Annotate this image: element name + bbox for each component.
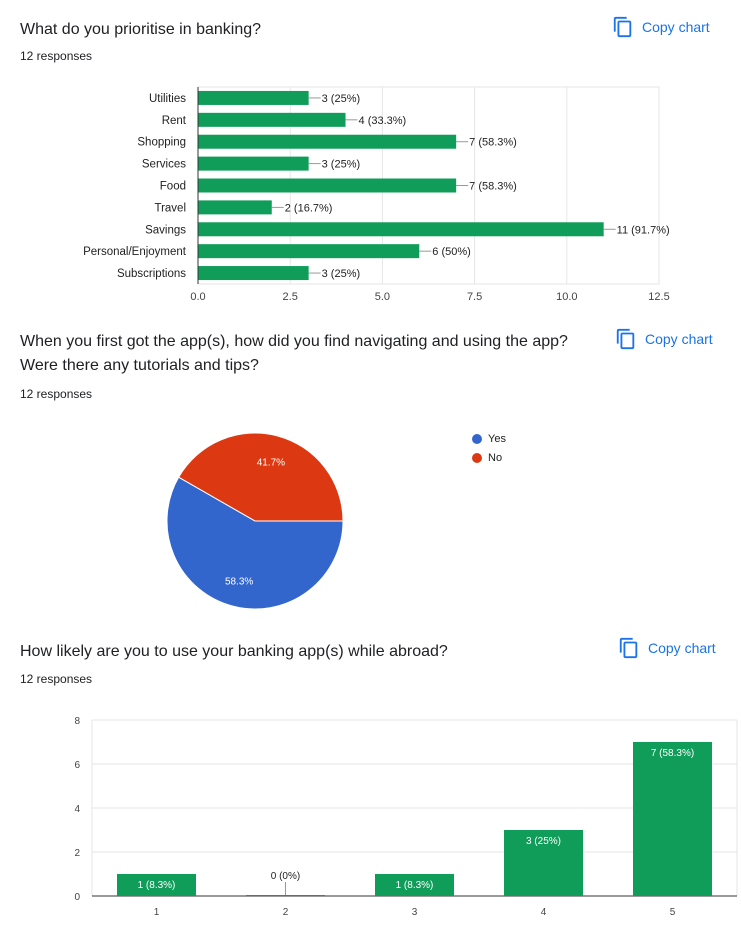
data-label: 2 (16.7%) — [285, 202, 333, 214]
copy-chart-button[interactable]: Copy chart — [615, 328, 713, 350]
legend-swatch-yes — [472, 434, 482, 444]
x-tick-label: 2.5 — [283, 291, 298, 303]
category-label: Savings — [145, 224, 186, 236]
question-title: How likely are you to use your banking a… — [20, 643, 448, 660]
legend-item-yes[interactable]: Yes — [472, 433, 506, 445]
category-label: Food — [160, 181, 186, 193]
question-card-abroad: How likely are you to use your banking a… — [0, 628, 741, 931]
bar — [198, 222, 604, 237]
question-title-line1: When you first got the app(s), how did y… — [20, 333, 568, 350]
data-label: 3 (25%) — [322, 159, 361, 171]
question-card-tutorials: When you first got the app(s), how did y… — [0, 318, 741, 628]
copy-chart-label: Copy chart — [642, 19, 710, 35]
bar — [198, 156, 309, 171]
bar — [198, 178, 457, 193]
column-chart-abroad: 0 2 4 6 8 1 1 (8.3%) 2 0 (0%) 3 1 (8.3%) 4 3 (25%) 5 7… — [74, 716, 738, 918]
y-tick-label: 0 — [74, 892, 80, 903]
bar — [117, 874, 196, 896]
response-count: 12 responses — [20, 387, 93, 401]
data-label: 3 (25%) — [526, 836, 561, 847]
x-tick-label: 12.5 — [648, 291, 669, 303]
question-title: What do you prioritise in banking? — [20, 21, 262, 38]
x-tick-label: 1 — [154, 907, 160, 918]
question-card-priorities: What do you prioritise in banking? 12 re… — [0, 0, 741, 318]
y-tick-label: 4 — [74, 804, 80, 815]
pie-label-no: 41.7% — [257, 457, 285, 468]
bar — [198, 90, 309, 105]
data-label: 7 (58.3%) — [651, 748, 694, 759]
bar-chart-priorities: 0.0 2.5 5.0 7.5 10.0 12.5 Utilities 3 (25%) Rent… — [83, 86, 670, 303]
copy-chart-button[interactable]: Copy chart — [618, 637, 716, 659]
data-label: 1 (8.3%) — [138, 880, 176, 891]
copy-chart-label: Copy chart — [645, 331, 713, 347]
question-title-line2: Were there any tutorials and tips? — [20, 357, 259, 374]
pie-label-yes: 58.3% — [225, 577, 253, 588]
bar — [504, 830, 583, 896]
data-label: 4 (33.3%) — [359, 115, 407, 127]
x-tick-label: 3 — [412, 907, 418, 918]
bar — [375, 874, 454, 896]
y-tick-label: 2 — [74, 848, 80, 859]
copy-icon — [618, 637, 640, 659]
data-label: 7 (58.3%) — [469, 181, 517, 193]
copy-icon — [615, 328, 637, 350]
category-label: Travel — [154, 202, 186, 214]
bar — [198, 244, 420, 259]
copy-icon — [612, 16, 634, 38]
data-label: 6 (50%) — [432, 246, 471, 258]
category-label: Utilities — [149, 93, 186, 105]
y-tick-label: 6 — [74, 760, 80, 771]
legend-swatch-no — [472, 453, 482, 463]
bar — [198, 134, 457, 149]
x-tick-label: 5.0 — [375, 291, 390, 303]
bar — [198, 266, 309, 281]
category-label: Rent — [162, 115, 187, 127]
x-tick-label: 7.5 — [467, 291, 482, 303]
category-label: Subscriptions — [117, 268, 186, 280]
pie-chart-tutorials: 58.3% 41.7% — [166, 432, 344, 610]
pie-slice-yes — [166, 476, 344, 610]
x-tick-label: 10.0 — [556, 291, 577, 303]
category-label: Shopping — [137, 137, 186, 149]
x-tick-label: 0.0 — [190, 291, 205, 303]
x-tick-label: 2 — [283, 907, 289, 918]
data-label: 11 (91.7%) — [617, 224, 670, 236]
x-tick-label: 5 — [670, 907, 676, 918]
pie-slice-no — [178, 432, 344, 522]
legend-item-no[interactable]: No — [472, 452, 502, 464]
data-label: 7 (58.3%) — [469, 137, 517, 149]
data-label: 3 (25%) — [322, 93, 361, 105]
response-count: 12 responses — [20, 49, 93, 63]
data-label: 3 (25%) — [322, 268, 361, 280]
data-label: 1 (8.3%) — [396, 880, 434, 891]
y-tick-label: 8 — [74, 716, 80, 727]
data-label: 0 (0%) — [271, 871, 300, 882]
category-label: Services — [142, 159, 186, 171]
bar — [198, 112, 346, 127]
copy-chart-button[interactable]: Copy chart — [612, 16, 710, 38]
legend-label-no: No — [488, 452, 503, 464]
copy-chart-label: Copy chart — [648, 640, 716, 656]
bar — [246, 895, 325, 896]
bar — [198, 200, 272, 215]
x-tick-label: 4 — [541, 907, 547, 918]
bar — [633, 742, 712, 896]
category-label: Personal/Enjoyment — [83, 246, 187, 258]
legend-label-yes: Yes — [488, 433, 506, 445]
response-count: 12 responses — [20, 672, 93, 686]
